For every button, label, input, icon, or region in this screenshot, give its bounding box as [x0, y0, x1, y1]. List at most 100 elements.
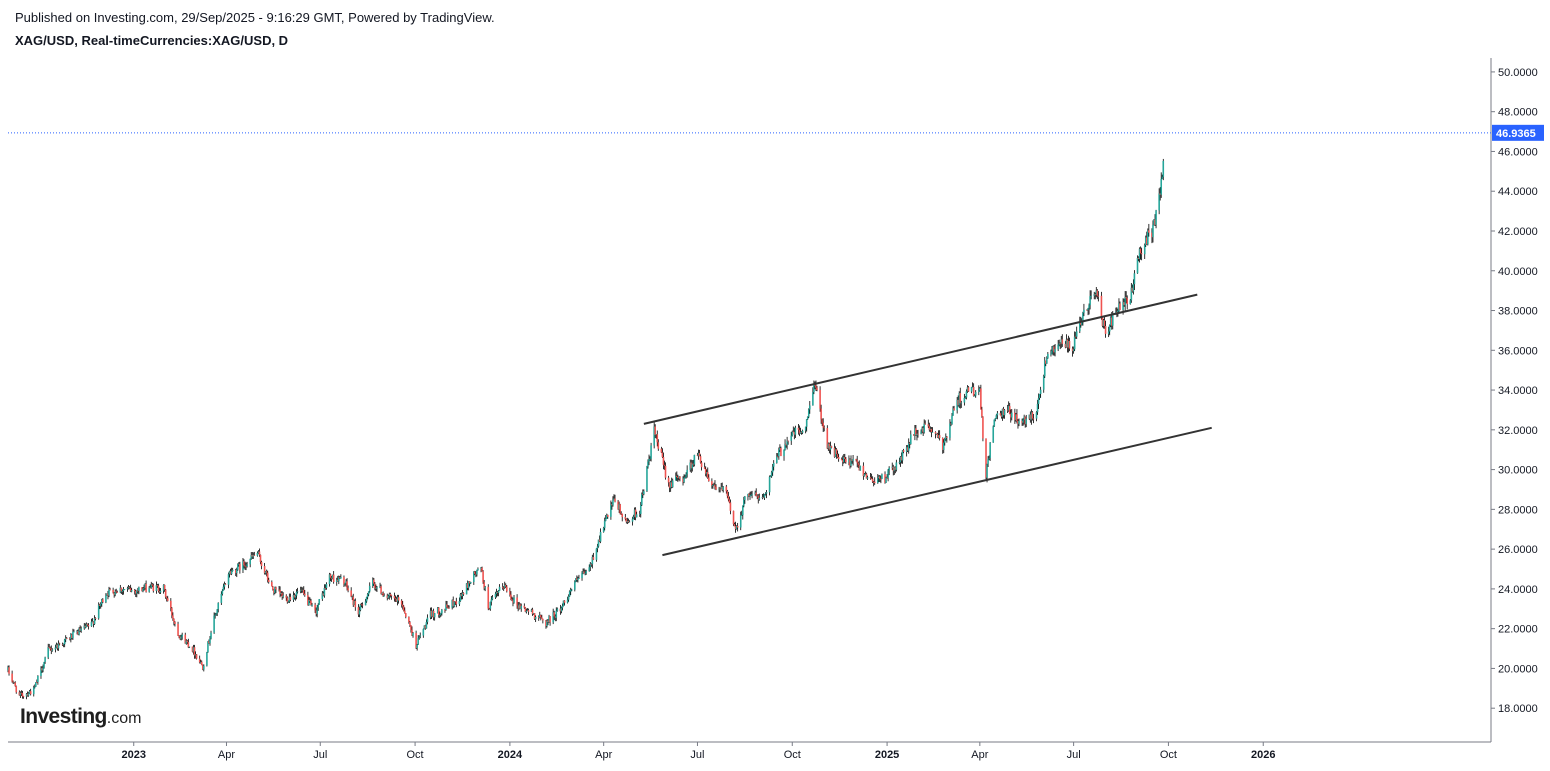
candle-body	[1064, 343, 1067, 348]
candle-body	[346, 581, 348, 589]
candle-body	[258, 551, 261, 555]
candle-body	[1140, 253, 1143, 255]
candle-body	[794, 427, 797, 435]
candle-body	[888, 467, 890, 471]
candle-body	[957, 399, 959, 406]
x-tick-label: Oct	[784, 749, 801, 761]
candle-body	[151, 584, 154, 586]
candle-body	[209, 638, 211, 644]
candle-body	[1024, 416, 1026, 425]
candle-body	[627, 521, 630, 523]
candle-body	[588, 567, 591, 572]
candle-body	[905, 447, 908, 452]
candle-body	[63, 639, 66, 645]
candle-body	[444, 609, 446, 611]
candle-body	[606, 515, 609, 517]
lower-channel-trendline[interactable]	[662, 426, 1212, 557]
candle-body	[1046, 358, 1048, 364]
candle-body	[57, 643, 60, 649]
candle-body	[1151, 232, 1153, 238]
candle-body	[272, 586, 274, 590]
candle-body	[754, 492, 756, 495]
candle-body	[1066, 339, 1069, 348]
candle-body	[338, 577, 340, 582]
candle-body	[405, 613, 407, 617]
candle-body	[549, 616, 551, 623]
candle-body	[35, 682, 37, 687]
candle-body	[842, 457, 845, 463]
candle-body	[747, 493, 749, 497]
candle-body	[1100, 295, 1103, 318]
candle-body	[662, 457, 665, 465]
candle-body	[177, 623, 179, 636]
candle-body	[647, 461, 649, 467]
candle-body	[1030, 412, 1033, 420]
candle-body	[1031, 412, 1034, 419]
candle-body	[126, 588, 129, 590]
candle-body	[411, 629, 413, 636]
candle-body	[1023, 416, 1025, 420]
candle-body	[581, 573, 583, 579]
candle-body	[845, 458, 847, 463]
candle-body	[459, 594, 462, 602]
candle-body	[566, 599, 569, 603]
candle-body	[180, 636, 182, 639]
candle-body	[1083, 309, 1085, 313]
candle-body	[483, 582, 485, 589]
candle-body	[699, 456, 702, 463]
candle-body	[178, 635, 180, 637]
candle-body	[264, 571, 267, 574]
candle-body	[195, 654, 198, 659]
x-tick-label: 2023	[121, 749, 145, 761]
candle-body	[329, 574, 332, 578]
candle-body	[62, 644, 65, 645]
candle-body	[956, 399, 958, 411]
candle-body	[412, 632, 414, 636]
candle-body	[859, 465, 862, 471]
candle-body	[952, 408, 954, 416]
candle-body	[462, 592, 465, 595]
candle-body	[690, 462, 693, 469]
y-tick-label: 36.0000	[1498, 345, 1538, 357]
candle-body	[892, 466, 895, 471]
candle-body	[798, 429, 801, 434]
candle-body	[192, 647, 195, 652]
candle-body	[114, 591, 116, 595]
candle-body	[123, 589, 126, 590]
x-tick-label: Apr	[218, 749, 235, 761]
candle-body	[1035, 412, 1038, 419]
candle-body	[733, 524, 736, 527]
candle-body	[207, 641, 209, 653]
candle-body	[357, 607, 360, 615]
candle-body	[11, 673, 13, 682]
candle-body	[106, 593, 108, 596]
candle-body	[72, 631, 74, 639]
candle-body	[827, 443, 830, 449]
candle-body	[908, 443, 911, 445]
candle-body	[288, 596, 291, 602]
candle-body	[271, 581, 273, 587]
symbol-title: XAG/USD, Real-timeCurrencies:XAG/USD, D	[15, 33, 289, 48]
candle-body	[451, 600, 453, 608]
candle-body	[494, 593, 497, 598]
candle-body	[61, 644, 64, 646]
candle-body	[999, 413, 1002, 416]
candle-body	[942, 442, 945, 450]
candle-body	[105, 595, 107, 603]
upper-channel-trendline[interactable]	[643, 293, 1198, 425]
candle-body	[589, 563, 592, 568]
candle-body	[750, 494, 752, 496]
candle-body	[350, 590, 352, 597]
candle-body	[597, 539, 600, 547]
candle-body	[347, 588, 349, 591]
candle-body	[934, 432, 937, 434]
candle-body	[793, 431, 796, 435]
candle-body	[664, 465, 667, 478]
candle-body	[595, 548, 598, 560]
x-tick-label: Jul	[690, 749, 704, 761]
candle-body	[235, 569, 238, 574]
candle-body	[917, 433, 919, 435]
candle-body	[849, 459, 851, 466]
